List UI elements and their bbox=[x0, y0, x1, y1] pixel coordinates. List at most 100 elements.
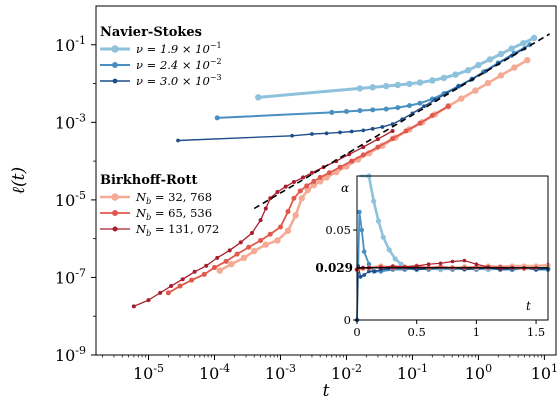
inset-data-point bbox=[414, 264, 419, 268]
data-point bbox=[486, 56, 494, 63]
inset-reference-label: 0.029 bbox=[315, 261, 353, 275]
data-point bbox=[310, 181, 317, 189]
data-point bbox=[215, 255, 220, 260]
data-point bbox=[251, 247, 258, 255]
y-tick-label: 10-1 bbox=[55, 34, 86, 55]
series-4 bbox=[165, 103, 451, 296]
legend-title: Birkhoff-Rott bbox=[100, 173, 197, 188]
data-point bbox=[290, 133, 294, 138]
legend-label: ν = 1.9 × 10−1 bbox=[136, 41, 222, 56]
data-point bbox=[240, 254, 248, 262]
data-point bbox=[255, 94, 262, 101]
data-point bbox=[169, 284, 174, 289]
data-point bbox=[329, 109, 335, 115]
inset-y-axis-label: α bbox=[341, 181, 349, 195]
legend-title: Navier-Stokes bbox=[100, 25, 202, 40]
data-point bbox=[304, 186, 312, 194]
data-point bbox=[343, 109, 349, 115]
data-point bbox=[361, 128, 366, 133]
legend-label-sub: b bbox=[146, 197, 151, 206]
inset-data-point bbox=[366, 261, 372, 267]
legend-entry: ν = 2.4 × 10−2 bbox=[100, 57, 222, 72]
data-point bbox=[406, 103, 412, 109]
data-point bbox=[422, 104, 426, 109]
main-plot-frame bbox=[95, 5, 557, 356]
data-point bbox=[360, 152, 366, 158]
y-tick-base: 10 bbox=[55, 36, 75, 55]
legend-entry: ν = 1.9 × 10−1 bbox=[100, 41, 222, 56]
legend-swatch-marker bbox=[112, 210, 118, 216]
data-point bbox=[284, 227, 292, 234]
data-point bbox=[452, 71, 459, 78]
data-point bbox=[180, 277, 185, 282]
data-point bbox=[310, 132, 314, 136]
inset-x-tick-label: 1 bbox=[473, 325, 480, 339]
y-tick-base: 10 bbox=[55, 268, 75, 287]
data-point bbox=[403, 128, 409, 134]
x-axis-label: t bbox=[323, 381, 330, 401]
data-point bbox=[370, 126, 375, 131]
legend-label-sub: b bbox=[146, 229, 151, 238]
data-point bbox=[201, 271, 207, 277]
x-tick-label: 10-5 bbox=[133, 362, 164, 383]
data-point bbox=[497, 72, 505, 79]
data-point bbox=[165, 290, 171, 296]
legend-label-main: ν = 1.9 × 10 bbox=[136, 42, 210, 56]
data-point bbox=[216, 267, 223, 274]
y-tick-base: 10 bbox=[55, 113, 75, 132]
inset-x-tick-label: 1.5 bbox=[527, 325, 545, 339]
data-point bbox=[291, 195, 297, 201]
data-point bbox=[406, 80, 413, 88]
main-series-layer bbox=[131, 34, 538, 309]
inset-x-axis-label: t bbox=[526, 299, 531, 313]
legend-label-sub: b bbox=[146, 213, 151, 222]
y-tick-label: 10-9 bbox=[55, 344, 86, 365]
data-point bbox=[267, 231, 273, 237]
data-point bbox=[456, 84, 461, 89]
inset-plot-frame bbox=[356, 175, 549, 321]
data-point bbox=[417, 100, 423, 106]
data-point bbox=[274, 237, 281, 244]
data-point bbox=[464, 67, 472, 74]
data-point bbox=[383, 106, 389, 112]
reference-dashed-line bbox=[253, 33, 551, 210]
data-point bbox=[292, 212, 299, 219]
inset-data-point bbox=[438, 261, 443, 266]
x-tick-exponent: -1 bbox=[417, 362, 428, 375]
data-point bbox=[370, 107, 376, 113]
inset-data-point bbox=[358, 274, 363, 279]
inset-data-point bbox=[391, 264, 395, 268]
data-point bbox=[258, 218, 263, 223]
legend-label: ν = 3.0 × 10−3 bbox=[136, 73, 222, 88]
inset-data-point bbox=[386, 247, 392, 253]
legend-label-main: ν = 2.4 × 10 bbox=[136, 58, 210, 72]
y-tick-exponent: -1 bbox=[75, 34, 86, 47]
data-point bbox=[497, 50, 505, 58]
data-point bbox=[317, 174, 323, 180]
data-point bbox=[429, 113, 435, 118]
legend-label: Nb = 131, 072 bbox=[135, 222, 219, 238]
legend-label-rest: = 131, 072 bbox=[151, 222, 219, 236]
data-point bbox=[228, 260, 235, 268]
x-tick-label: 10-1 bbox=[397, 362, 428, 383]
data-point bbox=[211, 265, 217, 271]
inset-background bbox=[357, 176, 548, 320]
data-point bbox=[349, 158, 355, 164]
data-point bbox=[361, 145, 366, 150]
legend-label-exp: −1 bbox=[210, 41, 222, 50]
x-tick-label: 100 bbox=[465, 362, 492, 383]
data-point bbox=[382, 82, 390, 90]
x-tick-base: 10 bbox=[331, 364, 351, 383]
data-point bbox=[509, 53, 514, 58]
data-point bbox=[337, 164, 343, 170]
data-point bbox=[416, 79, 424, 86]
data-point bbox=[524, 57, 531, 64]
data-point bbox=[429, 77, 436, 84]
legend-label: Nb = 32, 768 bbox=[135, 190, 212, 206]
x-tick-label: 101 bbox=[531, 362, 558, 383]
legend-label: ν = 2.4 × 10−2 bbox=[136, 57, 222, 72]
inset-x-tick-label: 0.5 bbox=[408, 325, 426, 339]
data-point bbox=[298, 195, 305, 202]
